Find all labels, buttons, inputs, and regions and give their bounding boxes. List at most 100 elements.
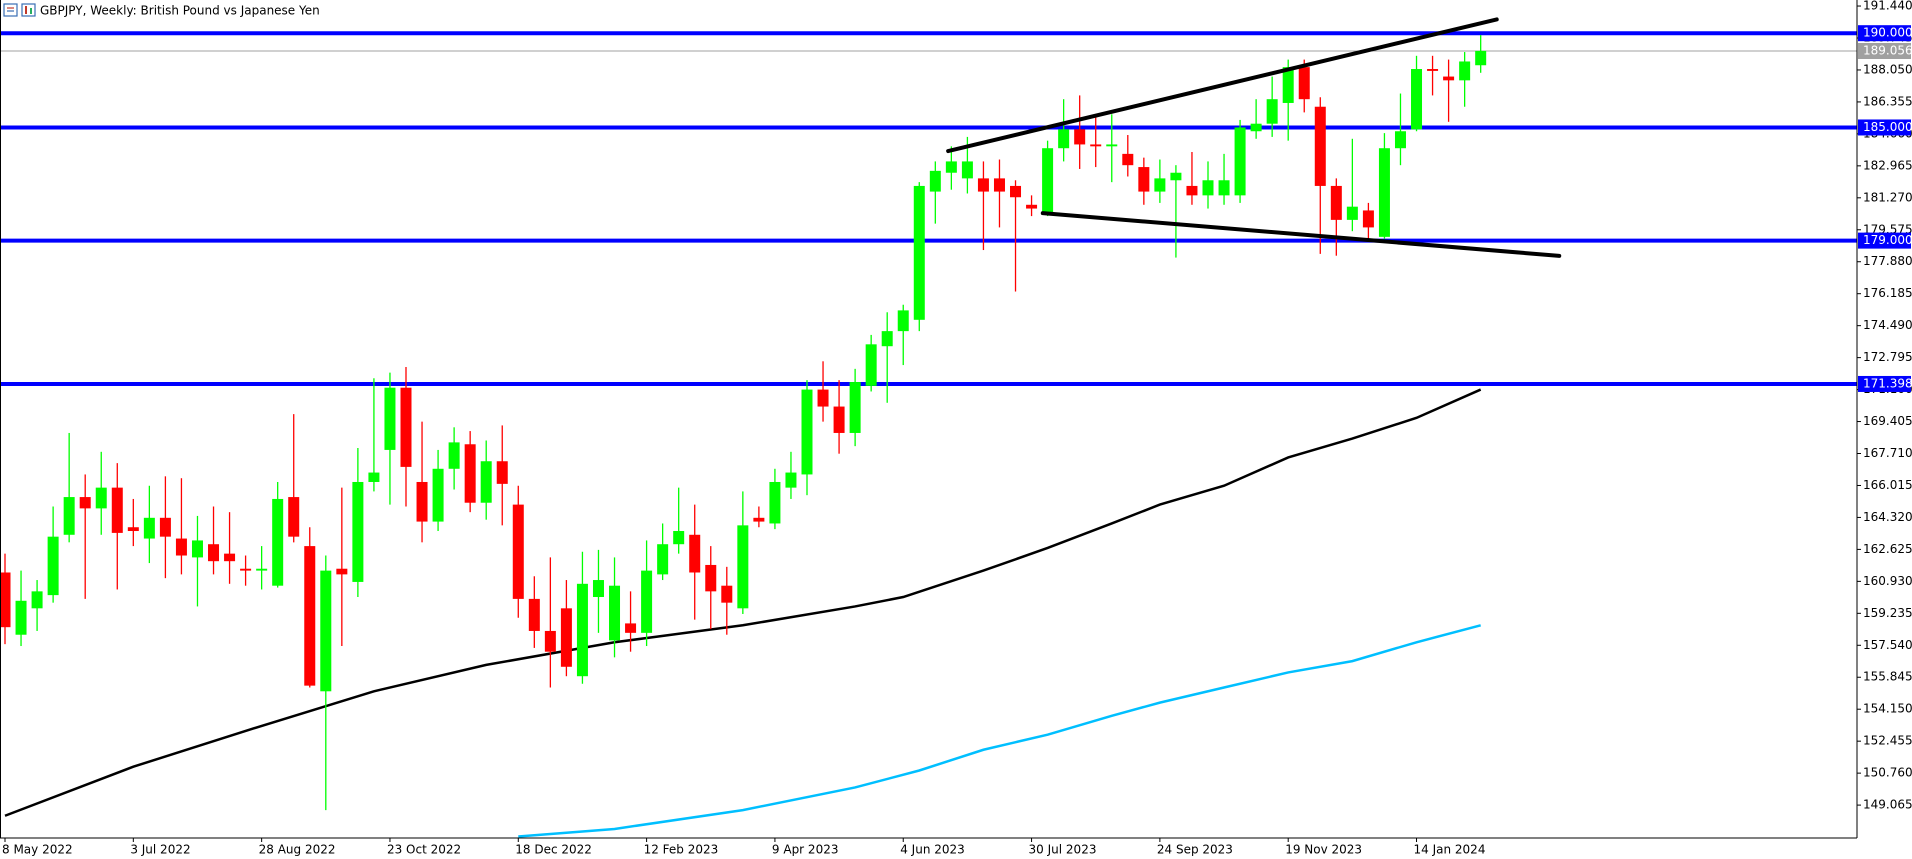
y-tick-label: 159.235 xyxy=(1863,606,1912,620)
y-tick-label: 160.930 xyxy=(1863,574,1912,588)
candle-body xyxy=(1042,148,1054,213)
candle-body xyxy=(143,517,155,539)
candle-body xyxy=(127,527,139,532)
x-tick-label: 9 Apr 2023 xyxy=(772,843,839,857)
level-box xyxy=(1858,119,1911,136)
candle-body xyxy=(1026,204,1038,209)
candle-body xyxy=(175,538,187,556)
y-tick-label: 167.710 xyxy=(1863,446,1912,460)
candle-body xyxy=(977,178,989,192)
candle-body xyxy=(721,585,733,603)
candle-body xyxy=(609,585,621,641)
candle-body xyxy=(849,382,861,433)
candle-body xyxy=(416,481,428,522)
candle-body xyxy=(737,525,749,609)
x-tick-label: 28 Aug 2022 xyxy=(259,843,336,857)
y-tick-label: 191.440 xyxy=(1863,0,1912,13)
y-tick-label: 181.270 xyxy=(1863,190,1912,204)
trendline xyxy=(1040,211,1562,258)
candle-body xyxy=(1282,67,1294,103)
candle-body xyxy=(673,531,685,545)
candle-body xyxy=(1378,148,1390,237)
candle-body xyxy=(1475,50,1487,66)
x-tick-label: 30 Jul 2023 xyxy=(1029,843,1097,857)
candle-body xyxy=(0,572,11,628)
x-tick-label: 24 Sep 2023 xyxy=(1157,843,1233,857)
candle-body xyxy=(95,487,107,509)
candle-body xyxy=(224,553,236,562)
x-tick-label: 14 Jan 2024 xyxy=(1414,843,1486,857)
candle-body xyxy=(1170,172,1182,181)
chart-title: GBPJPY, Weekly: British Pound vs Japanes… xyxy=(40,4,320,18)
candle-body xyxy=(272,498,284,586)
candle-body xyxy=(384,387,396,450)
y-tick-label: 176.185 xyxy=(1863,286,1912,300)
current-price-label: 189.056 xyxy=(1863,43,1912,57)
candle-body xyxy=(480,461,492,503)
candle-body xyxy=(432,468,444,522)
y-tick-label: 149.065 xyxy=(1863,798,1912,812)
candle-body xyxy=(448,442,460,469)
y-tick-label: 152.455 xyxy=(1863,734,1912,748)
y-tick-label: 162.625 xyxy=(1863,542,1912,556)
candle-body xyxy=(320,570,332,692)
candle-body xyxy=(1058,129,1070,149)
y-tick-label: 177.880 xyxy=(1863,254,1912,268)
candle-body xyxy=(208,544,220,562)
candle-body xyxy=(159,517,171,537)
candle-body xyxy=(544,630,556,652)
candle-body xyxy=(1427,69,1439,71)
level-box xyxy=(1858,375,1911,392)
candle-body xyxy=(785,472,797,488)
moving-average-line xyxy=(518,624,1481,838)
candle-body xyxy=(576,583,588,677)
candle-body xyxy=(496,461,508,484)
candle-body xyxy=(1266,99,1278,124)
candle-body xyxy=(689,534,701,573)
candle-body xyxy=(1010,185,1022,198)
trendline xyxy=(946,17,1499,154)
y-tick-label: 174.490 xyxy=(1863,318,1912,332)
candle-body xyxy=(753,517,765,522)
candle-body xyxy=(769,481,781,524)
candle-body xyxy=(31,591,43,609)
candle-body xyxy=(1186,185,1198,196)
candle-body xyxy=(1411,69,1423,130)
candle-body xyxy=(111,487,123,533)
candle-body xyxy=(801,389,813,475)
candle-body xyxy=(1459,61,1471,81)
candle-body xyxy=(1250,123,1262,132)
candle-body xyxy=(1298,67,1310,100)
candle-body xyxy=(256,568,268,571)
candle-body xyxy=(929,170,941,192)
candle-body xyxy=(897,310,909,332)
candle-body xyxy=(352,481,364,582)
candle-body xyxy=(528,598,540,631)
y-tick-label: 169.405 xyxy=(1863,414,1912,428)
y-tick-label: 164.320 xyxy=(1863,510,1912,524)
candle-body xyxy=(657,544,669,575)
candle-body xyxy=(512,504,524,599)
title-icons xyxy=(3,3,36,17)
candle-body xyxy=(1234,127,1246,196)
candle-body xyxy=(464,444,476,503)
current-price-box xyxy=(1858,42,1911,59)
candle-body xyxy=(993,178,1005,192)
candle-body xyxy=(304,546,316,686)
candle-body xyxy=(881,331,893,347)
candle-body xyxy=(288,497,300,537)
candle-body xyxy=(1106,144,1118,147)
level-box xyxy=(1858,232,1911,249)
x-tick-label: 4 Jun 2023 xyxy=(900,843,965,857)
moving-average-line xyxy=(4,388,1482,817)
candle-body xyxy=(1202,180,1214,196)
candle-body xyxy=(625,623,637,633)
candle-body xyxy=(592,580,604,598)
x-tick-label: 12 Feb 2023 xyxy=(644,843,719,857)
level-label: 190.000 xyxy=(1863,26,1912,40)
level-label: 185.000 xyxy=(1863,120,1912,134)
candle-body xyxy=(641,570,653,633)
